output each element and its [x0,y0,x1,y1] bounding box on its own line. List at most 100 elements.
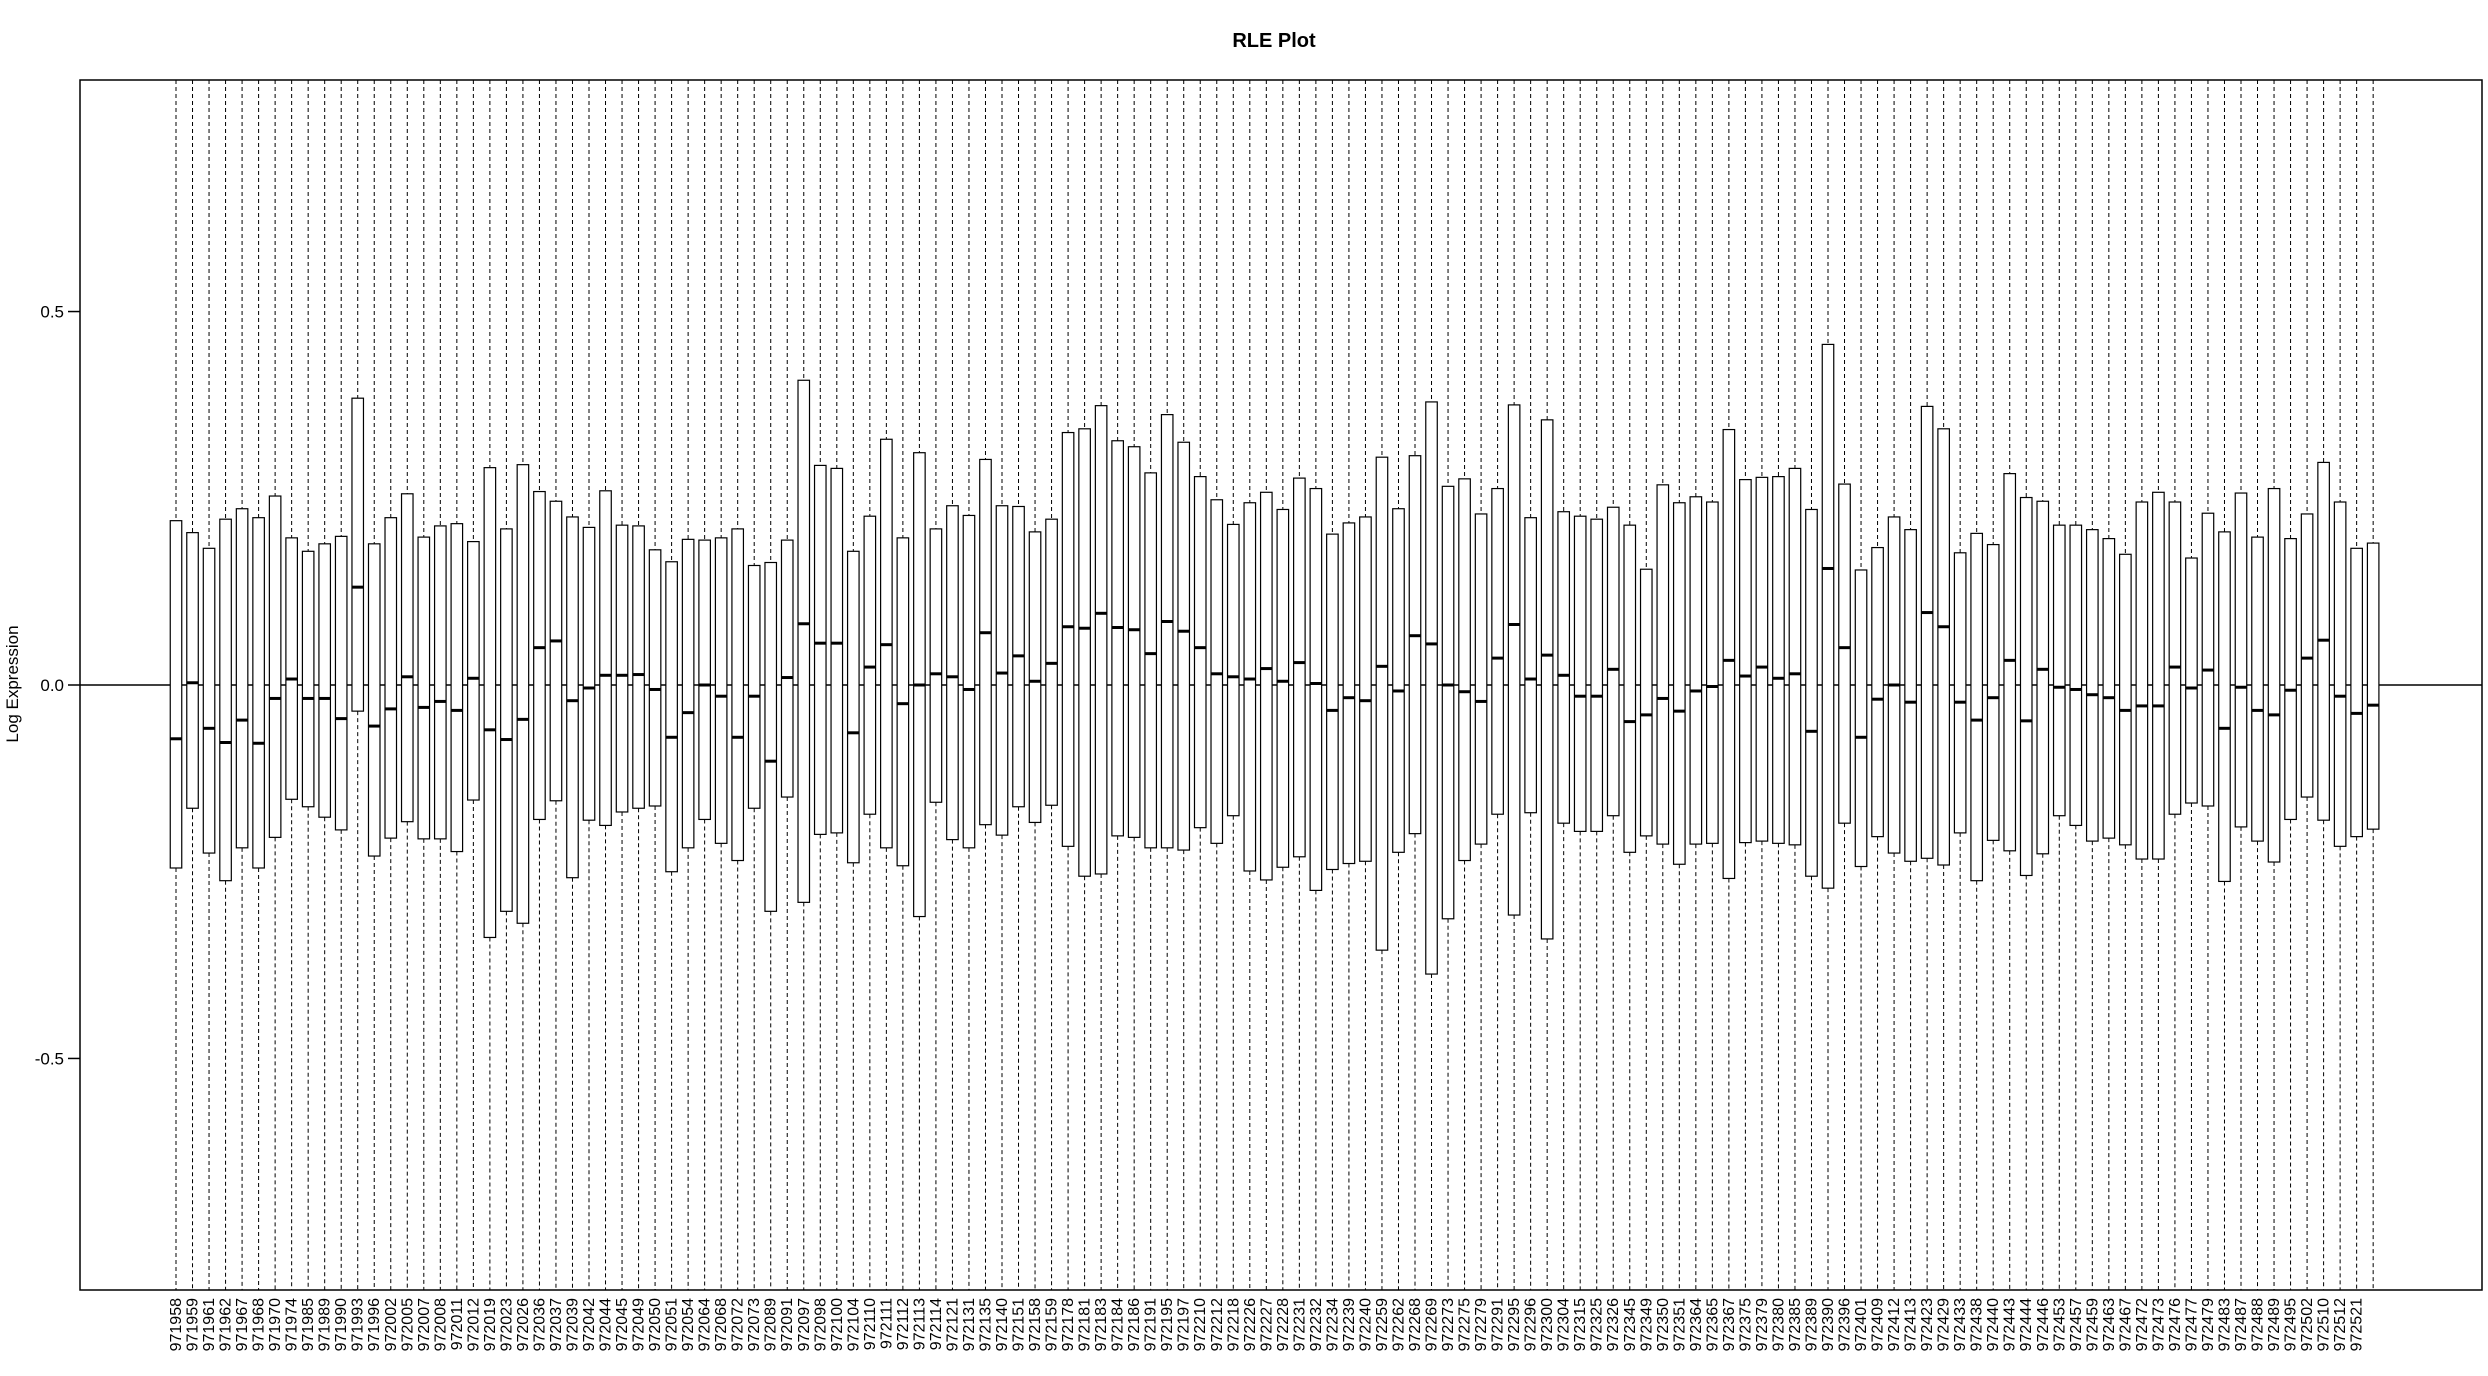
box-971974 [285,80,298,1290]
box-body [665,561,678,873]
x-tick-label: 972467 [2117,1298,2134,1351]
box-972502 [2300,80,2314,1290]
box-972158 [1028,80,1042,1290]
box-body [549,500,563,802]
box-972512 [2333,80,2347,1290]
box-972231 [1293,80,1306,1290]
x-tick-label: 972131 [961,1298,978,1351]
x-tick-label: 972184 [1110,1298,1127,1351]
x-tick-label: 972351 [1671,1298,1688,1351]
box-972036 [533,80,546,1290]
x-tick-label: 972495 [2283,1298,2300,1351]
box-972098 [813,80,827,1290]
box-972389 [1805,80,1818,1290]
x-tick-label: 972036 [531,1298,548,1351]
x-tick-label: 972240 [1357,1298,1374,1351]
x-tick-label: 972019 [482,1298,499,1351]
box-972472 [2135,80,2149,1290]
box-972240 [1359,80,1372,1290]
box-body [1127,446,1141,838]
box-972291 [1491,80,1504,1290]
x-tick-label: 972197 [1176,1298,1193,1351]
box-972091 [780,80,794,1290]
box-972379 [1755,80,1769,1290]
box-body [1838,483,1851,824]
box-body [2135,501,2149,860]
box-972259 [1375,80,1389,1290]
box-body [533,490,546,821]
x-tick-label: 972232 [1308,1298,1325,1351]
box-body [2036,500,2050,855]
x-tick-label: 972315 [1572,1298,1589,1351]
x-tick-label: 972275 [1457,1298,1474,1351]
x-tick-label: 972049 [631,1298,648,1351]
x-tick-label: 972259 [1374,1298,1391,1351]
x-tick-label: 972444 [2018,1298,2035,1351]
x-tick-label: 972091 [779,1298,796,1351]
box-972227 [1259,80,1273,1290]
x-tick-label: 972072 [730,1298,747,1351]
box-body [979,458,992,826]
box-972365 [1706,80,1719,1290]
box-body [1507,404,1521,916]
box-body [1177,441,1191,851]
box-972121 [946,80,959,1290]
box-972467 [2119,80,2132,1290]
box-body [615,524,629,813]
box-body [467,540,480,801]
x-tick-label: 971990 [333,1298,350,1351]
x-tick-label: 972291 [1490,1298,1507,1351]
x-tick-label: 971993 [350,1298,367,1351]
x-tick-label: 971958 [168,1298,185,1351]
x-tick-label: 972104 [845,1298,862,1351]
box-body [2267,487,2281,863]
box-body [780,539,794,798]
box-972296 [1524,80,1537,1290]
x-tick-label: 972463 [2101,1298,2118,1351]
x-tick-label: 972212 [1209,1298,1226,1351]
box-972019 [483,80,497,1290]
box-971985 [301,80,315,1290]
x-tick-label: 972423 [1919,1298,1936,1351]
box-body [2366,542,2380,830]
box-body [252,517,265,869]
x-tick-label: 972433 [1952,1298,1969,1351]
x-tick-label: 972453 [2051,1298,2068,1351]
x-tick-label: 972051 [664,1298,681,1351]
x-tick-label: 972472 [2134,1298,2151,1351]
box-972110 [863,80,877,1290]
box-972191 [1144,80,1158,1290]
box-body [1937,428,1950,866]
box-body [1342,522,1356,865]
box-body [2069,524,2083,827]
box-body [285,537,298,800]
box-body [1293,477,1306,858]
box-972345 [1623,80,1637,1290]
box-972050 [648,80,662,1290]
box-body [1970,532,1984,882]
x-tick-label: 971967 [234,1298,251,1351]
box-body [896,537,910,867]
box-body [1706,501,1719,844]
x-tick-label: 972159 [1044,1298,1061,1351]
x-tick-label: 972379 [1754,1298,1771,1351]
box-972273 [1441,80,1455,1290]
box-body [830,467,844,834]
x-tick-label: 972521 [2349,1298,2366,1351]
box-body [714,537,728,844]
box-972131 [962,80,976,1290]
x-tick-label: 972412 [1886,1298,1903,1351]
box-series [169,80,2380,1290]
box-972178 [1061,80,1075,1290]
box-972100 [830,80,844,1290]
box-972275 [1458,80,1471,1290]
box-body [1160,414,1174,849]
x-tick-label: 972239 [1341,1298,1358,1351]
x-tick-label: 972273 [1440,1298,1457,1351]
box-body [1243,502,1257,872]
x-tick-label: 972005 [399,1298,416,1351]
x-tick-label: 972178 [1060,1298,1077,1351]
box-body [764,561,778,912]
box-972326 [1606,80,1620,1290]
box-972367 [1722,80,1736,1290]
